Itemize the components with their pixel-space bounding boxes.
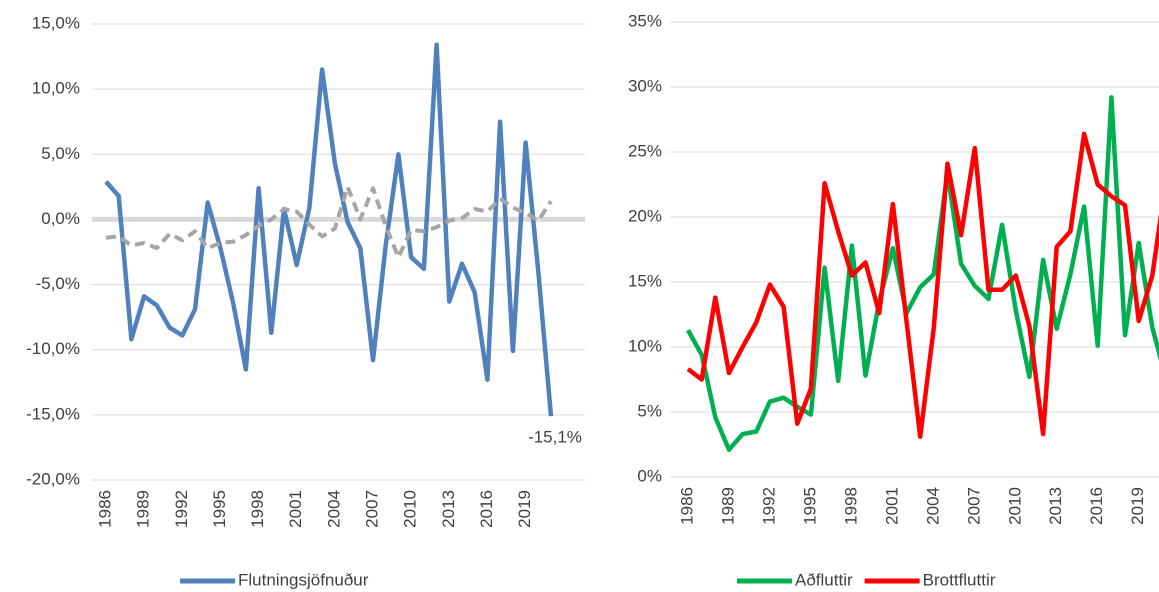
- x-tick-label: 2001: [286, 490, 305, 528]
- y-tick-label: -5,0%: [36, 274, 80, 293]
- plot: [670, 21, 1159, 478]
- y-tick-label: 20%: [628, 206, 662, 225]
- y-tick-label: -15,0%: [26, 404, 80, 423]
- y-tick-label: 0%: [637, 466, 662, 485]
- x-tick-label: 1995: [210, 490, 229, 528]
- x-tick-label: 2019: [515, 490, 534, 528]
- y-tick-label: 15,0%: [32, 13, 80, 32]
- data-label: -15,1%: [528, 428, 582, 447]
- x-tick-label: 2007: [964, 487, 983, 525]
- x-tick-label: 2016: [1087, 487, 1106, 525]
- x-tick-label: 2016: [477, 490, 496, 528]
- series-line: [686, 95, 1159, 452]
- y-tick-label: 25%: [628, 141, 662, 160]
- x-tick-label: 2019: [1128, 487, 1147, 525]
- x-tick-label: 2010: [401, 490, 420, 528]
- y-tick-label: 0,0%: [41, 209, 80, 228]
- x-tick-label: 1998: [248, 490, 267, 528]
- y-tick-label: 5%: [637, 401, 662, 420]
- series-line: [104, 42, 554, 417]
- x-tick-label: 1998: [841, 487, 860, 525]
- y-tick-label: 15%: [628, 271, 662, 290]
- plot: [92, 23, 585, 481]
- y-tick-label: -10,0%: [26, 339, 80, 358]
- x-tick-label: 1992: [759, 487, 778, 525]
- x-tick-label: 2013: [1046, 487, 1065, 525]
- x-tick-label: 2001: [882, 487, 901, 525]
- x-tick-label: 1986: [95, 490, 114, 528]
- x-tick-label: 2010: [1005, 487, 1024, 525]
- legend-label: Brottfluttir: [923, 570, 996, 589]
- x-tick-label: 2013: [439, 490, 458, 528]
- y-tick-label: 30%: [628, 76, 662, 95]
- y-tick-label: 35%: [628, 11, 662, 30]
- legend-label: Aðfluttir: [795, 570, 853, 589]
- x-tick-label: 1995: [800, 487, 819, 525]
- x-tick-label: 1989: [134, 490, 153, 528]
- legend-label: Flutningsjöfnuður: [238, 570, 369, 589]
- x-tick-label: 2004: [324, 490, 343, 528]
- y-tick-label: 10%: [628, 336, 662, 355]
- series-line: [686, 131, 1159, 439]
- y-tick-label: 10,0%: [32, 79, 80, 98]
- x-tick-label: 1986: [677, 487, 696, 525]
- x-tick-label: 1989: [718, 487, 737, 525]
- series-line: [105, 184, 553, 260]
- y-tick-label: 5,0%: [41, 144, 80, 163]
- y-tick-label: -20,0%: [26, 469, 80, 488]
- x-tick-label: 2007: [362, 490, 381, 528]
- x-tick-label: 1992: [172, 490, 191, 528]
- x-tick-label: 2004: [923, 487, 942, 525]
